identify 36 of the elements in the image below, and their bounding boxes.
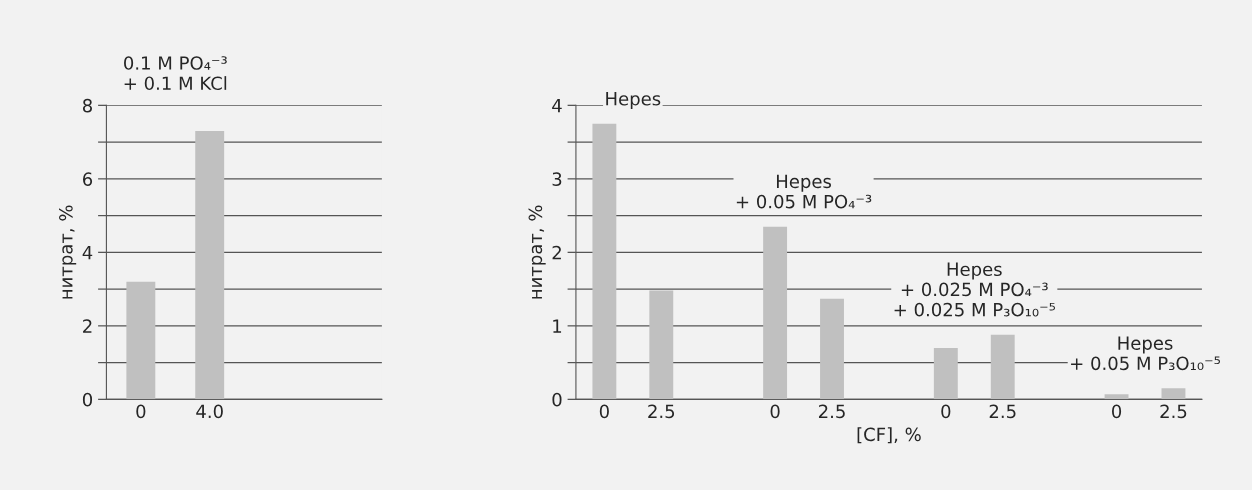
bar [649,290,674,400]
y-tick-label: 0 [82,392,93,407]
bar [763,226,788,400]
x-tick-label: 0 [941,404,951,419]
annotation: Hepes + 0.05 M PO₄⁻³ [736,174,872,209]
text: 0.1 M PO₄⁻³ + 0.1 M KCl [124,56,227,91]
x-tick-label: 0 [1112,404,1122,419]
x-axis-title: [CF], % [857,427,921,444]
y-tick-label: 6 [83,172,93,186]
bar [1161,388,1186,400]
y-tick-label: 4 [82,246,93,260]
x-tick-label: 2.5 [1160,404,1187,419]
bar [1104,394,1129,400]
bar [933,347,958,400]
y-tick-label: 2 [552,245,561,260]
y-tick-label: 1 [553,319,562,333]
bar [820,298,844,400]
y-tick-label: 4 [552,99,562,113]
annotation: Hepes [606,92,661,110]
x-tick-label: 0 [770,404,780,419]
y-axis-title: нитрат, % [59,205,77,299]
y-tick-label: 2 [83,319,92,333]
bar [990,334,1015,400]
y-tick-label: 3 [552,172,562,186]
y-tick-label: 0 [552,392,562,407]
y-axis-title: нитрат, % [528,205,546,299]
y-tick-label: 8 [82,98,92,113]
x-tick-label: 4.0 [196,404,223,419]
x-tick-label: 0 [136,404,146,419]
x-tick-label: 2.5 [648,404,675,419]
annotation: Hepes + 0.025 M PO₄⁻³ + 0.025 M P₃O₁₀⁻⁵ [894,262,1056,317]
annotation: Hepes + 0.05 M P₃O₁₀⁻⁵ [1071,336,1220,371]
x-tick-label: 2.5 [989,404,1016,419]
x-tick-label: 0 [599,404,609,419]
x-tick-label: 2.5 [818,404,845,419]
bar [592,123,617,400]
